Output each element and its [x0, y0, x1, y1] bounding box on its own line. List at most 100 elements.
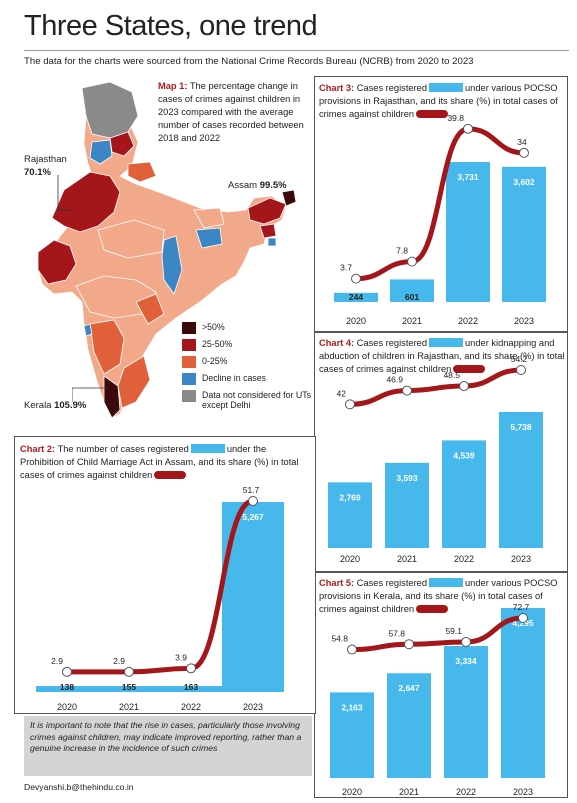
x-tick-label: 2022 — [456, 787, 476, 797]
legend-swatch — [182, 322, 196, 334]
x-tick-label: 2023 — [511, 554, 531, 564]
x-tick-label: 2020 — [342, 787, 362, 797]
share-value-label: 72.7 — [513, 602, 530, 612]
map-meghalaya — [259, 223, 277, 239]
share-line — [347, 367, 524, 407]
bar-value-label: 155 — [122, 682, 136, 692]
bar — [334, 292, 378, 302]
share-point — [519, 147, 529, 158]
share-value-label: 7.8 — [396, 246, 408, 256]
share-point — [404, 639, 414, 650]
bar-value-label: 163 — [184, 682, 198, 692]
bar-value-label: 4,539 — [453, 450, 475, 460]
share-point — [459, 381, 469, 392]
share-value-label: 2.9 — [113, 656, 125, 666]
bar — [36, 686, 98, 692]
share-point — [463, 123, 473, 134]
share-point — [351, 273, 361, 284]
legend-row: Decline in cases — [182, 373, 312, 385]
x-tick-label: 2020 — [346, 316, 366, 326]
map-goa — [83, 323, 93, 337]
share-point — [124, 666, 134, 677]
bar-value-label: 5,267 — [242, 512, 264, 522]
india-map — [37, 81, 297, 419]
share-value-label: 48.5 — [443, 370, 460, 380]
bar-value-label: 5,738 — [510, 422, 532, 432]
legend-row: 0-25% — [182, 356, 312, 368]
share-point — [461, 636, 471, 647]
rajasthan-leader — [57, 175, 74, 211]
legend-swatch — [182, 339, 196, 351]
map-legend: >50% 25-50% 0-25% Decline in cases Data … — [182, 322, 312, 415]
map-description: Map 1: The percentage change in cases of… — [158, 81, 304, 143]
page-title: Three States, one trend — [24, 10, 318, 42]
x-tick-label: 2021 — [399, 787, 419, 797]
map-bihar — [193, 207, 225, 229]
legend-row: >50% — [182, 322, 312, 334]
share-value-label: 57.8 — [388, 628, 405, 638]
kerala-leader — [72, 387, 108, 402]
bar-value-label: 2,647 — [398, 683, 420, 693]
share-value-label: 3.9 — [175, 652, 187, 662]
share-point — [248, 496, 258, 506]
share-point — [516, 365, 526, 375]
map-kerala — [103, 375, 121, 419]
legend-swatch — [182, 356, 196, 368]
map-jk — [81, 81, 139, 139]
share-value-label: 54.8 — [331, 634, 348, 644]
map-himachal — [109, 131, 135, 157]
bar — [160, 686, 222, 692]
bar-value-label: 4,295 — [512, 618, 534, 628]
share-point — [518, 613, 528, 623]
share-value-label: 46.9 — [386, 375, 403, 385]
chart4-plot: 2,769 2020 3,593 2021 4,539 2022 5,738 2023 42 46… — [328, 354, 543, 564]
bar — [328, 482, 372, 548]
legend-row: Data not considered for UTs except Delhi — [182, 390, 312, 410]
share-point — [407, 256, 417, 267]
share-line — [349, 615, 526, 653]
map-label-kerala: Kerala 105.9% — [24, 400, 87, 411]
share-point — [402, 385, 412, 396]
bar — [442, 440, 486, 548]
share-point — [186, 663, 196, 674]
map-telangana — [135, 293, 165, 325]
share-value-label: 51.7 — [243, 485, 260, 495]
bar-swatch — [190, 444, 225, 453]
share-value-label: 34 — [517, 137, 527, 147]
bar-swatch — [429, 578, 464, 587]
legend-swatch — [182, 390, 196, 402]
bar-value-label: 3,334 — [455, 656, 477, 666]
footnote: It is important to note that the rise in… — [24, 716, 312, 776]
legend-swatch — [182, 373, 196, 385]
map-ne-dark — [281, 189, 297, 207]
bar — [501, 608, 545, 778]
bar-value-label: 3,602 — [513, 177, 535, 187]
map-jharkhand — [195, 227, 223, 249]
x-tick-label: 2021 — [402, 316, 422, 326]
share-value-label: 39.8 — [447, 113, 464, 123]
bar — [330, 692, 374, 778]
x-tick-label: 2021 — [119, 702, 139, 712]
bar-value-label: 2,163 — [341, 702, 363, 712]
chart3-plot: 244 2020 601 2021 3,731 2022 3,602 2023 3.7 7.8 39… — [334, 113, 546, 326]
bar-value-label: 138 — [60, 682, 74, 692]
bar-swatch — [429, 338, 464, 347]
x-tick-label: 2023 — [513, 787, 533, 797]
bar — [446, 162, 490, 302]
chart5-plot: 2,163 2020 2,647 2021 3,334 2022 4,295 2023 54.8… — [330, 602, 545, 797]
x-tick-label: 2023 — [243, 702, 263, 712]
chart2-plot: 138 2020 155 2021 163 2022 5,267 2023 2.9 2.9 3.9 5… — [36, 485, 284, 712]
bar — [385, 462, 429, 548]
share-line — [353, 126, 527, 282]
share-value-label: 2.9 — [51, 656, 63, 666]
map-chhattisgarh — [161, 235, 183, 295]
bar — [98, 686, 160, 692]
x-tick-label: 2023 — [514, 316, 534, 326]
x-tick-label: 2022 — [181, 702, 201, 712]
bar-value-label: 601 — [405, 292, 419, 302]
chart3-title: Chart 3: Cases registered under various P… — [319, 83, 558, 119]
map-label-assam: Assam 99.5% — [228, 180, 287, 191]
x-tick-label: 2021 — [397, 554, 417, 564]
map-uttarakhand — [127, 161, 157, 183]
map-mp — [97, 219, 165, 259]
